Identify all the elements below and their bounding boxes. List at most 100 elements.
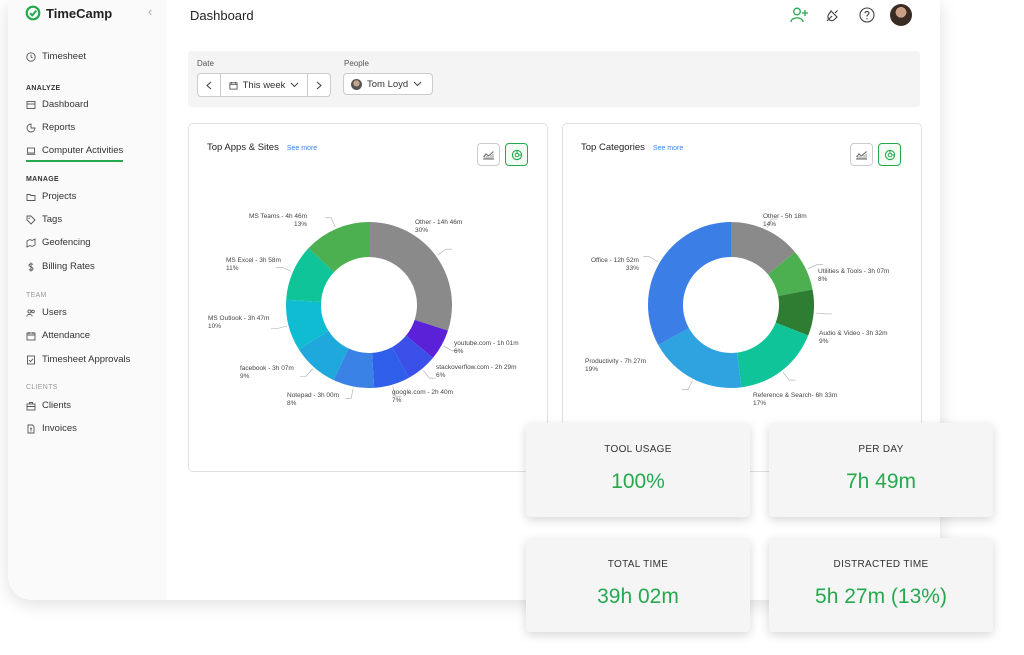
sidebar-item-geofencing[interactable]: Geofencing	[26, 237, 91, 248]
people-label: People	[344, 59, 369, 68]
donut-slice-office[interactable]	[648, 222, 731, 345]
folder-icon	[26, 193, 36, 201]
donut-slice-youtube-com[interactable]	[405, 319, 448, 358]
tag-icon	[26, 215, 36, 225]
slice-label-text: Office - 12h 52m	[591, 257, 639, 264]
logo[interactable]: TimeCamp	[25, 5, 112, 21]
sidebar-item-attendance[interactable]: Attendance	[26, 330, 90, 341]
slice-label-google: google.com - 2h 40m 7%	[392, 389, 453, 405]
stat-label: TOOL USAGE	[604, 444, 672, 455]
help-icon[interactable]	[856, 4, 878, 26]
stat-label: TOTAL TIME	[607, 559, 669, 570]
slice-label-pct: 6%	[454, 348, 464, 355]
sidebar-item-billing-rates[interactable]: Billing Rates	[26, 261, 95, 272]
slice-label-text: Notepad - 3h 00m	[287, 392, 340, 399]
sidebar-item-timesheet[interactable]: Timesheet	[26, 51, 86, 62]
leader-line	[422, 370, 436, 379]
slice-label-text: google.com - 2h 40m	[392, 389, 454, 396]
leader-line	[782, 371, 796, 381]
slice-label-notepad: Notepad - 3h 00m 8%	[287, 392, 339, 408]
header-actions	[788, 4, 912, 26]
prev-week-button[interactable]	[198, 74, 220, 96]
sidebar-item-clients[interactable]: Clients	[26, 400, 71, 411]
stat-value: 5h 27m (13%)	[815, 585, 947, 608]
donut-slice-facebook[interactable]	[298, 330, 349, 381]
slice-label-pct: 30%	[415, 227, 429, 234]
chevron-right-icon	[316, 81, 322, 89]
dollar-icon	[28, 262, 34, 271]
sidebar-item-dashboard[interactable]: Dashboard	[26, 99, 88, 110]
sidebar-item-label: Timesheet Approvals	[42, 354, 131, 365]
card-title: Top Categories See more	[581, 142, 683, 153]
avatar[interactable]	[890, 4, 912, 26]
slice-label-other: Other - 5h 18m 14%	[763, 213, 807, 229]
donut-slice-ms-teams[interactable]	[308, 222, 369, 273]
leader-line	[643, 256, 658, 262]
sidebar-item-computer-activities[interactable]: Computer Activities	[26, 145, 124, 162]
donut-slice-ms-outlook[interactable]	[286, 299, 329, 350]
trend-view-button[interactable]	[850, 143, 873, 166]
pie-chart-icon	[884, 149, 895, 160]
sidebar-item-label: Geofencing	[42, 237, 91, 248]
users-icon	[26, 308, 35, 317]
leader-line	[766, 218, 778, 229]
leader-line	[443, 345, 459, 352]
slice-label-text: MS Excel - 3h 58m	[226, 257, 281, 264]
chevron-left-icon[interactable]: ‹	[148, 4, 153, 19]
trend-view-button[interactable]	[477, 143, 500, 166]
stat-label: PER DAY	[858, 444, 904, 455]
add-user-icon[interactable]	[788, 4, 810, 26]
slice-label-office: Office - 12h 52m 33%	[591, 257, 639, 273]
briefcase-icon	[26, 401, 36, 410]
sidebar-item-reports[interactable]: Reports	[26, 122, 75, 133]
slice-label-pct: 11%	[226, 265, 239, 272]
see-more-link[interactable]: See more	[286, 145, 318, 152]
geofence-icon	[26, 237, 36, 248]
sidebar-item-invoices[interactable]: Invoices	[26, 423, 77, 434]
sidebar-item-label: Clients	[42, 400, 72, 411]
logo-text: TimeCamp	[46, 5, 113, 21]
donut-slice-other[interactable]	[731, 222, 795, 275]
date-range-dropdown[interactable]: This week	[220, 74, 308, 96]
donut-slice-stackoverflow-com[interactable]	[392, 335, 433, 378]
slice-label-audio-video: Audio & Video - 3h 32m 9%	[819, 330, 888, 346]
see-more-link[interactable]: See more	[652, 145, 684, 152]
sidebar-item-label: Billing Rates	[42, 261, 95, 272]
slice-label-reference: Reference & Search- 6h 33m 17%	[753, 392, 837, 408]
calendar-icon	[26, 331, 36, 340]
donut-slice-audio-video[interactable]	[775, 289, 814, 336]
donut-slice-google-com[interactable]	[372, 347, 409, 388]
leader-line	[345, 388, 354, 399]
slice-label-text: stackoverflow.com - 2h 29m	[436, 364, 517, 371]
slice-label-text: Utilities & Tools - 3h 07m	[818, 268, 890, 275]
next-week-button[interactable]	[308, 74, 330, 96]
donut-slice-notepad[interactable]	[333, 348, 375, 388]
sidebar-item-users[interactable]: Users	[26, 307, 67, 318]
chevron-down-icon	[291, 82, 299, 88]
sidebar-item-projects[interactable]: Projects	[26, 191, 76, 202]
donut-slice-reference-search[interactable]	[737, 322, 809, 388]
donut-slice-utilities-tools[interactable]	[767, 252, 813, 297]
section-team: TEAM	[26, 292, 47, 299]
stat-tool-usage: TOOL USAGE 100%	[526, 423, 750, 517]
slice-label-pct: 14%	[763, 221, 777, 228]
sidebar-item-label: Dashboard	[42, 99, 89, 110]
sidebar-item-timesheet-approvals[interactable]: Timesheet Approvals	[26, 354, 130, 365]
slice-label-ms-excel: MS Excel - 3h 58m 11%	[226, 257, 281, 273]
donut-slice-productivity[interactable]	[658, 328, 742, 388]
plugin-icon[interactable]	[822, 4, 844, 26]
apps-donut-chart	[270, 217, 459, 399]
people-value: Tom Loyd	[367, 78, 409, 90]
sidebar-item-label: Reports	[42, 122, 76, 133]
pie-view-button[interactable]	[878, 143, 901, 166]
sidebar-item-tags[interactable]: Tags	[26, 214, 62, 225]
pie-view-button[interactable]	[505, 143, 528, 166]
people-dropdown[interactable]: Tom Loyd	[343, 73, 433, 95]
donut-slice-ms-excel[interactable]	[286, 248, 335, 302]
stat-value: 39h 02m	[597, 585, 679, 608]
donut-slice-other[interactable]	[369, 222, 452, 331]
slice-label-pct: 19%	[585, 366, 599, 373]
chevron-left-icon	[206, 81, 212, 89]
sidebar-item-label: Attendance	[42, 330, 91, 341]
filter-bar: Date This week People Tom Loyd	[188, 51, 920, 107]
